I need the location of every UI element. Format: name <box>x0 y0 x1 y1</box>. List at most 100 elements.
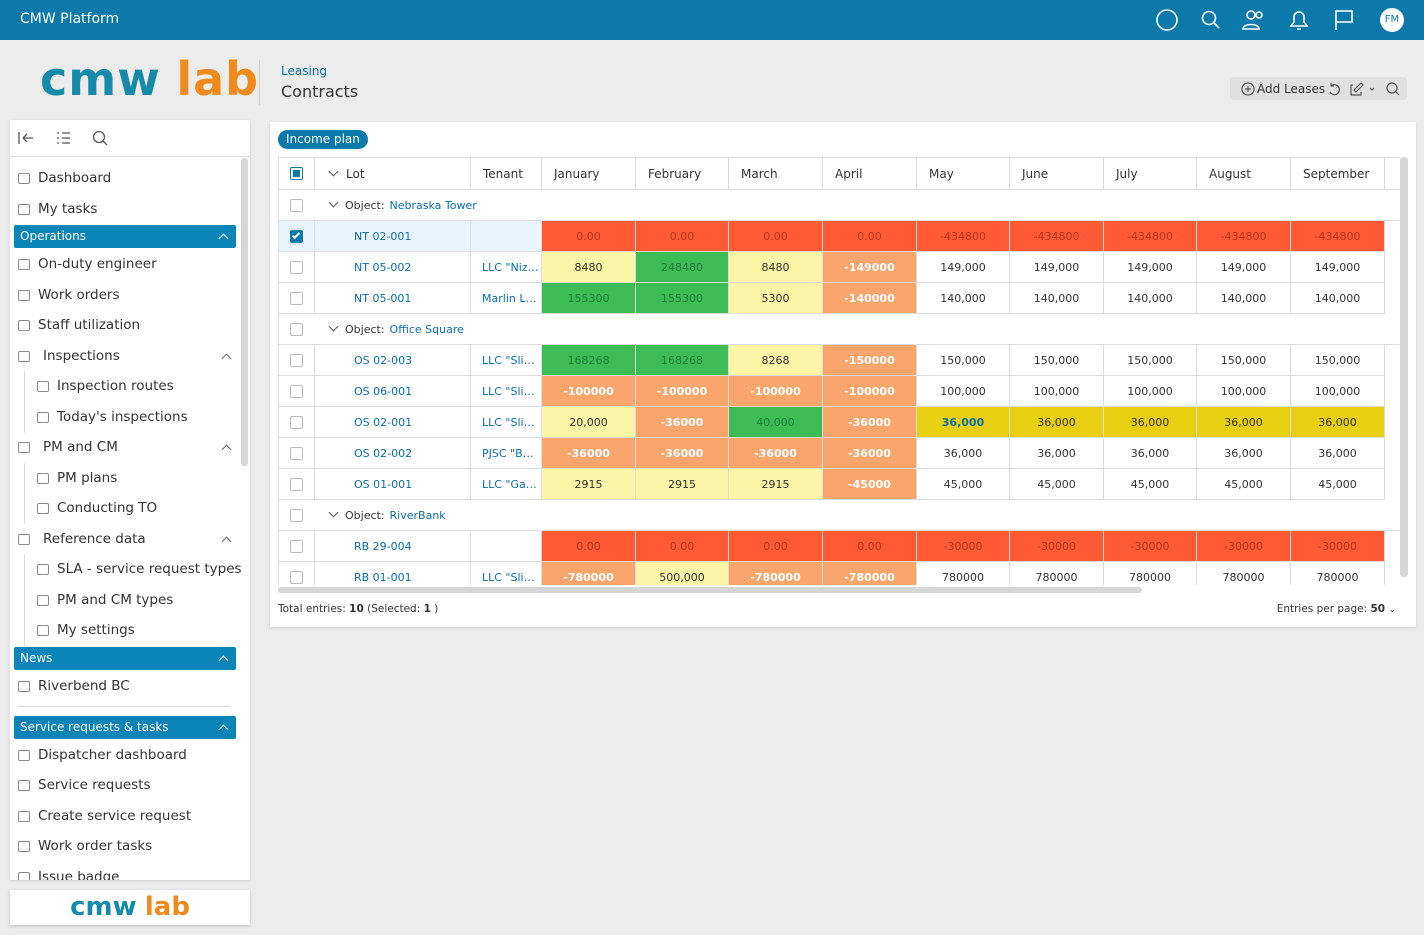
column-header[interactable]: April <box>823 158 917 190</box>
tenant-cell[interactable]: LLC "Ga… <box>471 469 542 500</box>
tenant-cell[interactable]: LLC "Sli… <box>471 345 542 376</box>
checkbox[interactable] <box>290 354 303 367</box>
tenant-cell[interactable]: LLC "Sli… <box>471 562 542 585</box>
column-header[interactable]: May <box>917 158 1010 190</box>
checkbox[interactable] <box>290 261 303 274</box>
menu-item[interactable]: Reference data <box>10 524 240 555</box>
tenant-cell[interactable]: LLC "Sli… <box>471 407 542 438</box>
tenant-cell[interactable]: Marlin L… <box>471 283 542 314</box>
search-icon[interactable] <box>1201 10 1217 26</box>
lot-cell[interactable]: NT 02-001 <box>315 221 471 252</box>
section-header[interactable]: News <box>14 646 236 670</box>
column-header[interactable]: September <box>1291 158 1385 190</box>
menu-item[interactable]: Service requests <box>10 770 240 801</box>
tenant-cell[interactable]: LLC "Niz… <box>471 252 542 283</box>
value-cell: 780000 <box>917 562 1010 585</box>
checkbox[interactable] <box>290 540 303 553</box>
help-icon[interactable] <box>1156 9 1178 31</box>
entries-per-page[interactable]: Entries per page: 50 ⌄ <box>1276 603 1396 615</box>
group-label: Object: Office Square <box>345 314 464 345</box>
checkbox[interactable] <box>290 447 303 460</box>
value-cell: 8480 <box>729 252 823 283</box>
menu-item[interactable]: Work order tasks <box>10 831 240 862</box>
tab[interactable]: Income plan <box>278 130 368 149</box>
group-name[interactable]: Nebraska Tower <box>389 199 477 212</box>
lot-cell[interactable]: OS 02-003 <box>315 345 471 376</box>
column-header[interactable]: February <box>636 158 729 190</box>
lot-cell[interactable]: OS 02-001 <box>315 407 471 438</box>
group-name[interactable]: RiverBank <box>389 509 446 522</box>
group-name[interactable]: Office Square <box>389 323 464 336</box>
lot-cell[interactable]: NT 05-001 <box>315 283 471 314</box>
column-header[interactable]: July <box>1104 158 1197 190</box>
submenu-item[interactable]: PM plans <box>10 462 240 494</box>
checkbox[interactable] <box>290 230 303 243</box>
group-row <box>279 500 1400 531</box>
menu-item[interactable]: Issue badge <box>10 862 240 880</box>
column-header[interactable]: June <box>1010 158 1104 190</box>
value-cell: 780000 <box>1010 562 1104 585</box>
checkbox[interactable] <box>290 385 303 398</box>
search-icon[interactable] <box>1386 82 1398 94</box>
lot-cell[interactable]: NT 05-002 <box>315 252 471 283</box>
checkbox[interactable] <box>290 478 303 491</box>
menu-item[interactable]: PM and CM <box>10 432 240 463</box>
menu-item[interactable]: Staff utilization <box>10 310 240 341</box>
checkbox[interactable] <box>290 509 303 522</box>
breadcrumb[interactable]: Leasing <box>281 64 328 78</box>
column-header[interactable]: Lot <box>315 158 471 190</box>
section-header[interactable]: Service requests & tasks <box>14 716 236 739</box>
menu-item[interactable]: Inspections <box>10 341 240 372</box>
submenu-item[interactable]: SLA - service request types <box>10 554 242 585</box>
lot-cell[interactable]: RB 01-001 <box>315 562 471 585</box>
avatar[interactable]: FM <box>1380 8 1404 32</box>
submenu-item[interactable]: PM and CM types <box>10 584 240 616</box>
lot-cell[interactable]: OS 06-001 <box>315 376 471 407</box>
menu-item[interactable]: Dashboard <box>10 163 240 194</box>
submenu-item[interactable]: My settings <box>10 615 240 646</box>
column-header[interactable]: January <box>542 158 636 190</box>
chevron[interactable] <box>221 444 232 455</box>
scrollbar[interactable] <box>241 158 248 466</box>
checkbox[interactable] <box>290 323 303 336</box>
menu-label: Staff utilization <box>38 317 141 333</box>
lot-cell[interactable]: RB 29-004 <box>315 531 471 562</box>
checkbox[interactable] <box>290 416 303 429</box>
checkbox[interactable] <box>290 292 303 305</box>
menu-item[interactable]: Riverbend BC <box>10 671 240 702</box>
section-header[interactable]: Operations <box>14 225 236 248</box>
flag-icon[interactable] <box>1335 10 1353 30</box>
value-cell: 8268 <box>729 345 823 376</box>
collapse-icon[interactable] <box>18 132 33 144</box>
lot-cell[interactable]: OS 02-002 <box>315 438 471 469</box>
checkbox[interactable] <box>290 199 303 212</box>
menu-item[interactable]: Dispatcher dashboard <box>10 740 240 771</box>
checkbox[interactable] <box>290 167 303 180</box>
list-icon[interactable] <box>57 132 70 144</box>
checkbox[interactable] <box>290 571 303 584</box>
submenu-item[interactable]: Inspection routes <box>10 371 240 402</box>
value-cell: -36000 <box>542 438 636 469</box>
menu-item[interactable]: Create service request <box>10 801 240 832</box>
menu-item[interactable]: My tasks <box>10 194 240 225</box>
chevron[interactable] <box>221 353 232 363</box>
menu-item[interactable]: Work orders <box>10 280 240 311</box>
edit-icon[interactable] <box>1350 82 1364 96</box>
scrollbar[interactable] <box>278 587 1142 593</box>
menu-item[interactable]: On-duty engineer <box>10 249 240 280</box>
tenant-cell[interactable]: PJSC "B… <box>471 438 542 469</box>
column-header[interactable]: March <box>729 158 823 190</box>
submenu-item[interactable]: Conducting TO <box>10 493 240 524</box>
bell-icon[interactable] <box>1289 11 1309 30</box>
refresh-icon[interactable] <box>1329 83 1340 96</box>
chevron[interactable] <box>221 536 232 546</box>
value-cell: -36000 <box>636 438 729 469</box>
tenant-cell[interactable]: LLC "Sli… <box>471 376 542 407</box>
column-header[interactable]: August <box>1197 158 1291 190</box>
scrollbar[interactable] <box>1400 157 1408 577</box>
add-leases-button[interactable]: Add Leases <box>1257 82 1326 96</box>
search-icon[interactable] <box>92 130 106 144</box>
submenu-item[interactable]: Today's inspections <box>10 401 240 433</box>
column-header[interactable]: Tenant <box>471 158 542 190</box>
lot-cell[interactable]: OS 01-001 <box>315 469 471 500</box>
